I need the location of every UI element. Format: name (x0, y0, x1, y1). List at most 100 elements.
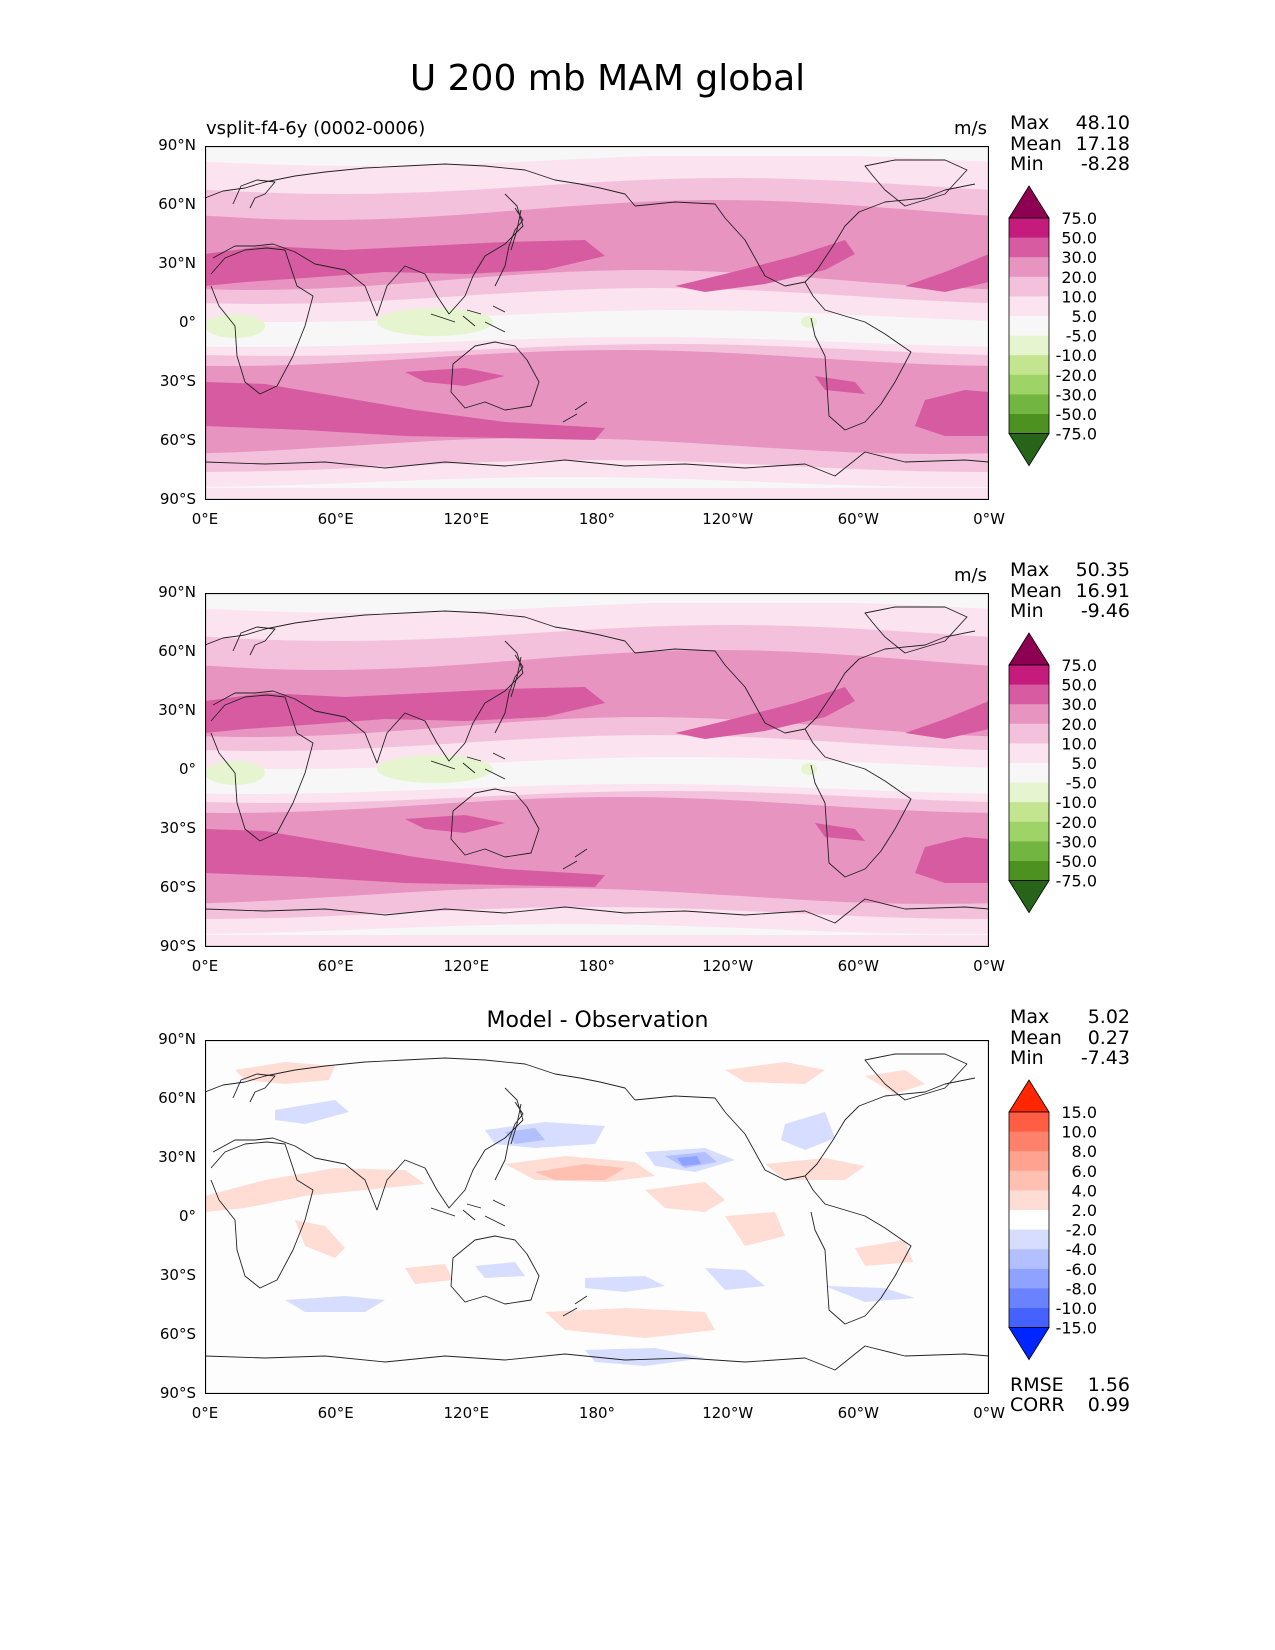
model-map (205, 146, 989, 500)
lon-tick-label: 60°E (317, 1404, 354, 1422)
jet-core-sh (405, 815, 505, 833)
colorbar-tick-label: -4.0 (1066, 1240, 1097, 1259)
colorbar-segment (1009, 1190, 1049, 1211)
positive-anomaly (865, 1070, 925, 1094)
coastline-path (210, 694, 314, 842)
colorbar-tick-label: 75.0 (1061, 209, 1097, 228)
panel1-units: m/s (954, 118, 987, 139)
coastline-path (494, 207, 524, 287)
lat-tick-label: 0° (178, 313, 196, 331)
coastline-path (210, 1141, 314, 1289)
colorbar-segment (1009, 276, 1049, 297)
jet-core-sh (915, 837, 989, 883)
negative-anomaly (285, 1296, 385, 1312)
coastline-path (562, 401, 588, 423)
colorbar-tick-label: 5.0 (1072, 754, 1097, 773)
colorbar-tick-label: -10.0 (1056, 793, 1097, 812)
colorbar-tick-label: 30.0 (1061, 248, 1097, 267)
difference-map (205, 1040, 989, 1394)
jet-core-sh (405, 368, 505, 386)
colorbar-segment (1009, 1268, 1049, 1289)
panel3-stat-value: -7.43 (1080, 1047, 1130, 1069)
panel2-stat-label: Mean (1010, 580, 1062, 602)
panel1-stat-label: Mean (1010, 133, 1062, 155)
map-frame (205, 146, 989, 500)
coastline-path (232, 179, 276, 209)
coastline-path (450, 788, 540, 858)
colorbar-extend-max (1008, 185, 1050, 219)
colorbar-segment (1009, 1131, 1049, 1152)
easterly-patch (377, 308, 493, 336)
colorbar-extend-max (1008, 632, 1050, 666)
colorbar-tick-label: 20.0 (1061, 715, 1097, 734)
jet-core-sh (205, 829, 605, 887)
colorbar-tick-label: -5.0 (1066, 327, 1097, 346)
lon-tick-label: 0°W (973, 1404, 1005, 1422)
colorbar-tick-label: 5.0 (1072, 307, 1097, 326)
coastlines (205, 606, 989, 924)
coastline-path (205, 451, 989, 477)
colorbar-tick-label: -8.0 (1066, 1279, 1097, 1298)
colorbar-tick-label: -6.0 (1066, 1260, 1097, 1279)
panel1-stat-label: Max (1010, 112, 1050, 134)
lon-tick-label: 0°E (191, 957, 219, 975)
colorbar-tick-label: -75.0 (1056, 425, 1097, 444)
colorbar-segment (1009, 218, 1049, 239)
coastline-path (205, 1345, 989, 1371)
colorbar-segment (1009, 1151, 1049, 1172)
colorbar-segment (1009, 237, 1049, 258)
panel3-stat-label: Min (1010, 1047, 1044, 1069)
colorbar-tick-label: -2.0 (1066, 1221, 1097, 1240)
lat-tick-label: 0° (178, 760, 196, 778)
lat-tick-label: 60°S (159, 1325, 196, 1343)
colorbar-segment (1009, 1229, 1049, 1250)
panel1-stat-value: 17.18 (1075, 133, 1130, 155)
panel3-stat-label: Mean (1010, 1027, 1062, 1049)
coastline-path (864, 159, 968, 207)
colorbar-tick-label: -30.0 (1056, 832, 1097, 851)
colorbar-frame (1008, 664, 1050, 882)
colorbar-tick-label: -50.0 (1056, 852, 1097, 871)
figure-title: U 200 mb MAM global (409, 58, 806, 99)
easterly-patch (801, 316, 817, 328)
lat-tick-label: 30°S (159, 372, 196, 390)
polar-cap (205, 146, 989, 156)
colorbar-tick-label: -50.0 (1056, 405, 1097, 424)
coastline-path (205, 898, 989, 924)
colorbar-segment (1009, 335, 1049, 356)
jet-core-nh (205, 240, 605, 286)
colorbar-segment (1009, 355, 1049, 376)
colorbar-segment (1009, 704, 1049, 725)
positive-anomaly (725, 1212, 785, 1246)
colorbar-observation: 75.050.030.020.010.05.0-5.0-10.0-20.0-30… (1008, 632, 1097, 914)
jet-core-sh (915, 390, 989, 436)
colorbar-segment (1009, 1308, 1049, 1329)
panel2-stat-value: 50.35 (1075, 559, 1130, 581)
colorbar-segment (1009, 861, 1049, 882)
coastline-path (804, 281, 912, 431)
colorbar-tick-label: 15.0 (1061, 1103, 1097, 1122)
colorbar-segment (1009, 296, 1049, 317)
lat-tick-label: 90°N (158, 1030, 196, 1048)
positive-anomaly (645, 1182, 725, 1212)
colorbar-model: 75.050.030.020.010.05.0-5.0-10.0-20.0-30… (1008, 185, 1097, 467)
positive-anomaly (205, 1168, 425, 1212)
lon-tick-label: 0°E (191, 1404, 219, 1422)
colorbar-segment (1009, 684, 1049, 705)
lat-tick-label: 60°S (159, 878, 196, 896)
positive-anomaly (765, 1158, 865, 1180)
panel1-stat-value: -8.28 (1080, 153, 1130, 175)
positive-anomaly (405, 1264, 453, 1284)
observation-map (205, 593, 989, 947)
colorbar-tick-label: 75.0 (1061, 656, 1097, 675)
colorbar-segment (1009, 1288, 1049, 1309)
coastline-path (562, 1295, 588, 1317)
coastline-path (450, 341, 540, 411)
colorbar-segment (1009, 1249, 1049, 1270)
panel1-left-title: vsplit-f4-6y (0002-0006) (206, 118, 426, 139)
lon-tick-label: 120°E (443, 510, 490, 528)
panel2-stat-label: Min (1010, 600, 1044, 622)
lat-tick-label: 30°N (158, 701, 196, 719)
colorbar-tick-label: 10.0 (1061, 287, 1097, 306)
colorbar-segment (1009, 802, 1049, 823)
